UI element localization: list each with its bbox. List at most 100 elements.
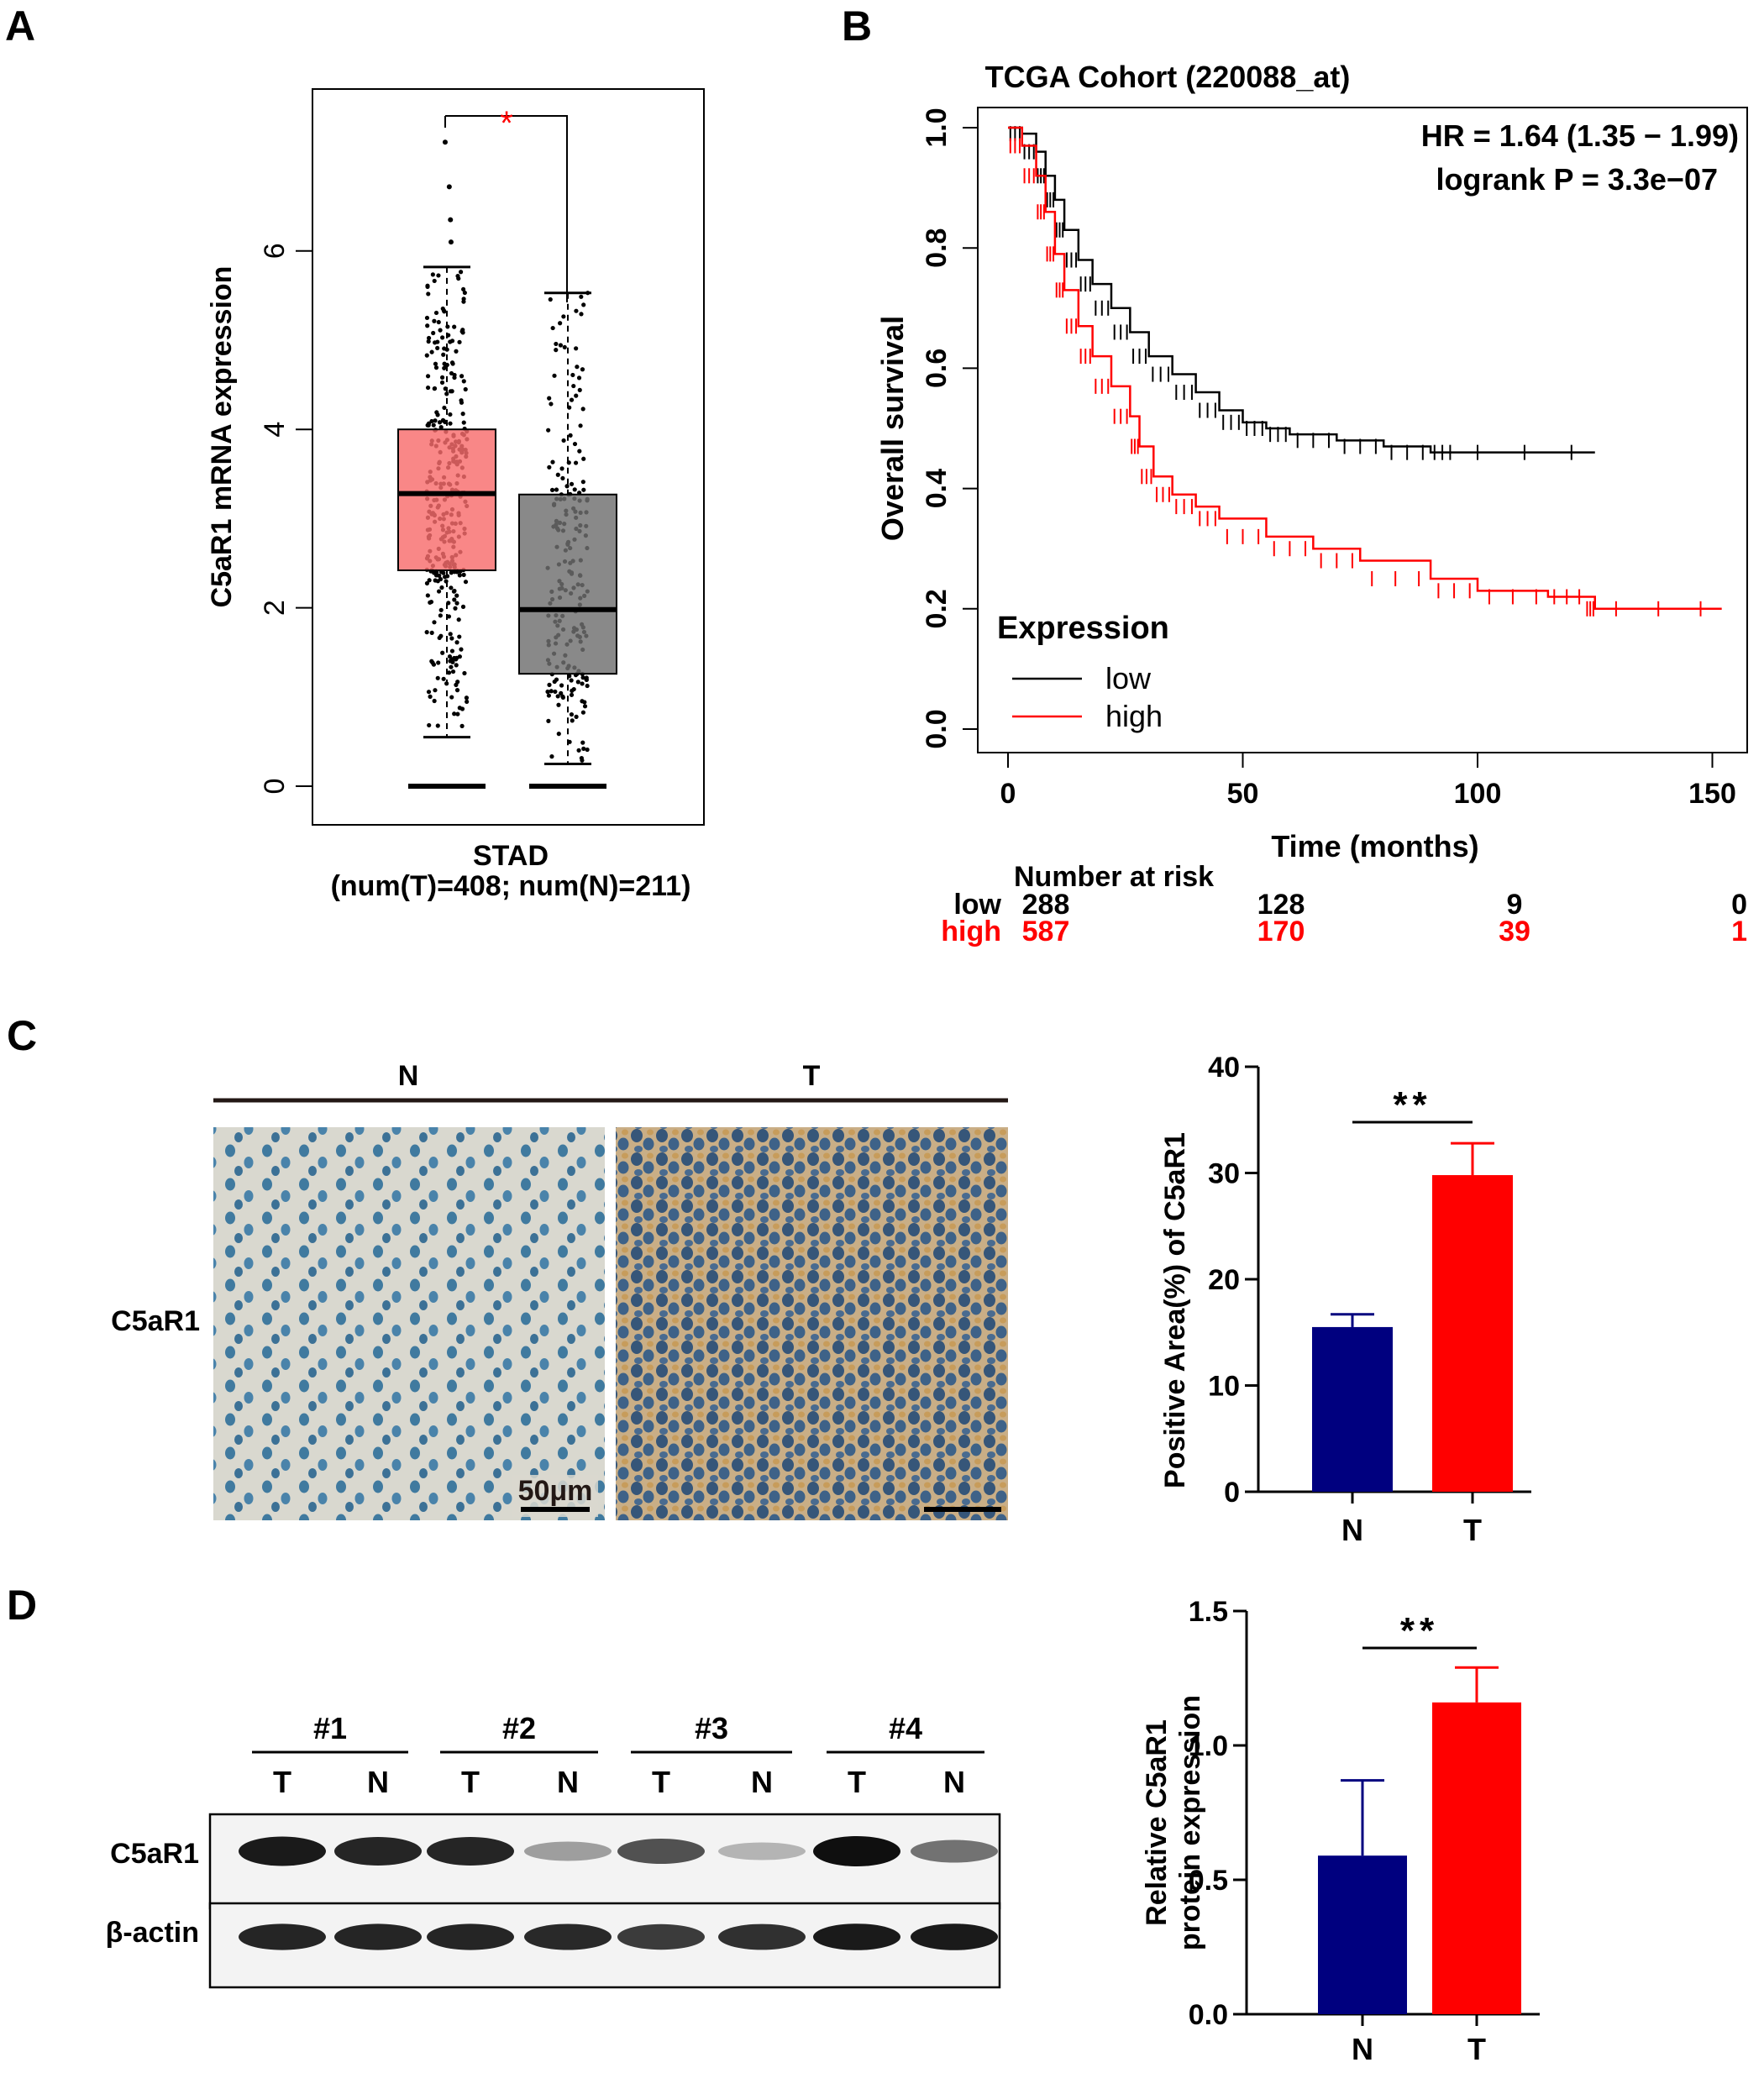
a-data-point [580, 681, 585, 686]
a-data-point [454, 349, 459, 354]
a-data-point [574, 346, 579, 351]
c-chart-bar-N [1312, 1326, 1393, 1492]
a-data-point [438, 607, 444, 612]
a-data-point [450, 361, 455, 366]
d-band-actin [427, 1923, 514, 1950]
c-label-normal: N [398, 1060, 419, 1092]
a-data-point [451, 589, 457, 594]
a-data-point [433, 340, 438, 345]
a-data-point [442, 361, 447, 366]
d-band-actin [334, 1923, 422, 1950]
a-data-point [455, 273, 460, 279]
a-data-point [430, 272, 435, 277]
a-data-point [569, 711, 575, 717]
a-data-point [428, 599, 434, 605]
a-data-point [558, 343, 564, 348]
a-data-point [441, 570, 446, 575]
a-data-point [559, 466, 564, 471]
d-lane-label: N [367, 1765, 389, 1799]
a-x-axis-label: STAD [473, 840, 549, 872]
d-band-actin [813, 1923, 900, 1950]
a-data-point [449, 664, 454, 669]
d-chart-bar-T [1432, 1702, 1521, 2014]
a-data-point [580, 407, 585, 412]
b-y-tick-label: 0.2 [921, 589, 953, 628]
a-data-point [462, 290, 467, 296]
d-lane-label: T [652, 1765, 670, 1799]
a-data-point [462, 670, 467, 676]
d-chart-y-tick-label: 0.5 [1189, 1865, 1228, 1897]
b-legend-title: Expression [997, 611, 1169, 646]
a-data-point [562, 344, 567, 350]
a-data-point [560, 475, 565, 481]
a-data-point [449, 585, 454, 590]
d-chart-y-tick-label: 0.0 [1189, 1999, 1228, 2031]
panel-d-western-blot: #1 #2 #3 #4 T N T N T N T N C5aR1 β-actin [106, 1711, 1001, 1989]
b-y-axis-label: Overall survival [875, 316, 910, 541]
a-data-point [571, 383, 576, 389]
a-data-point [435, 723, 440, 728]
d-y-axis-label-1: Relative C5aR1 [1141, 1719, 1173, 1926]
a-data-point [581, 746, 586, 751]
panel-label-d: D [7, 1582, 37, 1629]
b-risk-title: Number at risk [1014, 861, 1214, 893]
b-hazard-ratio: HR = 1.64 (1.35 − 1.99) [1421, 118, 1739, 153]
a-data-point [442, 365, 447, 370]
a-data-point [580, 710, 586, 715]
a-y-tick-label: 6 [259, 243, 291, 259]
d-band-c5ar1 [911, 1839, 998, 1863]
a-data-point [447, 654, 453, 659]
b-axes: 0 50 100 150 0.0 0.2 0.4 0.6 0.8 1.0 [921, 108, 1736, 810]
a-data-point [547, 396, 552, 401]
a-data-point [465, 699, 470, 705]
a-data-point [444, 347, 449, 352]
a-data-point [429, 418, 434, 424]
a-data-point [433, 365, 439, 370]
a-data-point [457, 654, 462, 659]
a-data-point [549, 689, 554, 694]
a-y-tick-label: 0 [259, 779, 291, 795]
a-data-point [585, 747, 590, 753]
a-data-point [434, 410, 439, 415]
b-risk-values: 288 128 9 0 587 170 39 1 [1022, 889, 1747, 947]
a-data-point [425, 283, 430, 288]
a-data-point [427, 578, 432, 583]
a-data-point [439, 585, 444, 590]
a-outlier-point [448, 217, 454, 223]
panel-label-a: A [5, 3, 35, 50]
b-risk-low-label: low [953, 889, 1001, 921]
a-data-point [425, 374, 431, 379]
a-data-point [449, 636, 454, 641]
c-scale-bar-normal [521, 1507, 590, 1512]
a-data-point [424, 353, 429, 358]
a-data-point [455, 711, 460, 716]
b-legend-low-label: low [1105, 661, 1152, 695]
a-data-point [432, 318, 437, 323]
c-chart-y-tick-label: 40 [1208, 1052, 1240, 1084]
a-data-point [436, 319, 441, 325]
b-risk-value-low: 0 [1731, 889, 1747, 921]
a-y-tick-label: 2 [259, 600, 291, 616]
a-data-point [572, 487, 577, 492]
d-blot-body: #1 #2 #3 #4 T N T N T N T N [208, 1711, 1001, 1989]
panel-b-km-plot: TCGA Cohort (220088_at) 0 50 100 1500.00.20… [875, 60, 1748, 947]
c-chart-body: 0 10 20 30 40 N T ** [1208, 1052, 1531, 1547]
d-chart-y-tick-label: 1.5 [1189, 1596, 1228, 1628]
a-data-point [546, 693, 552, 698]
a-data-point [433, 418, 438, 423]
a-data-point [440, 306, 445, 312]
a-data-point [463, 580, 469, 585]
a-data-point [461, 420, 466, 425]
b-curve-low [1008, 126, 1595, 454]
a-data-point [576, 748, 581, 753]
a-sample-counts: (num(T)=408; num(N)=211) [331, 870, 691, 902]
d-lane-label: T [848, 1765, 866, 1799]
panel-c-ihc-images: N T C5aR1 50μm [111, 1060, 1008, 1520]
a-data-point [549, 754, 554, 759]
a-data-point [577, 387, 582, 392]
a-data-point [575, 365, 580, 370]
a-data-point [569, 397, 575, 402]
a-data-point [438, 425, 444, 430]
a-data-point [454, 663, 459, 668]
a-data-point [456, 617, 461, 622]
